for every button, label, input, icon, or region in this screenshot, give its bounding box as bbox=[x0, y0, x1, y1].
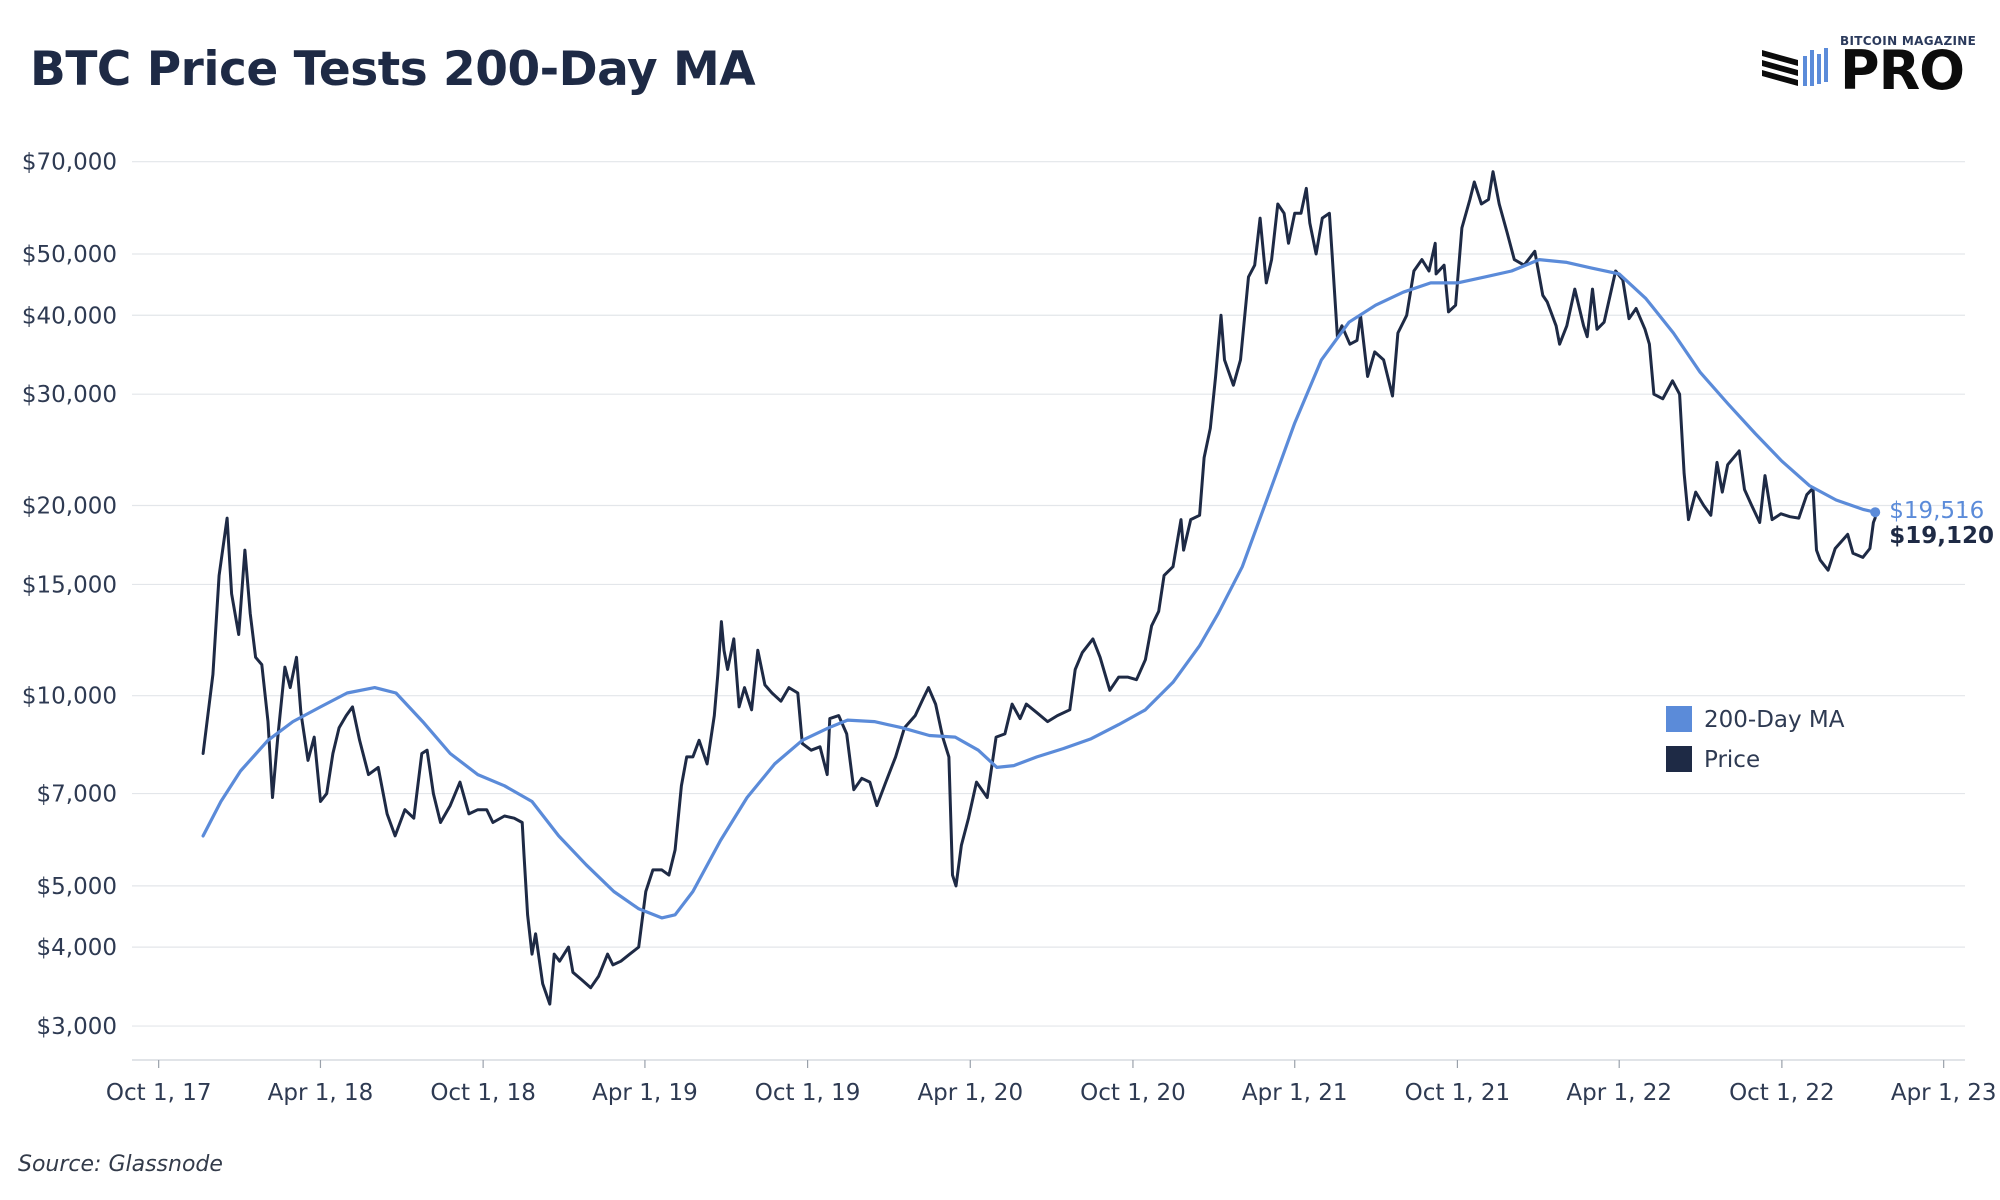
page-title: BTC Price Tests 200-Day MA bbox=[30, 42, 756, 97]
x-tick-label: Oct 1, 18 bbox=[430, 1080, 536, 1106]
legend-swatch bbox=[1666, 746, 1692, 772]
y-tick-label: $15,000 bbox=[22, 572, 117, 598]
y-tick-label: $4,000 bbox=[37, 935, 117, 961]
x-tick-label: Apr 1, 23 bbox=[1891, 1080, 1997, 1106]
y-tick-label: $40,000 bbox=[22, 303, 117, 329]
bitcoin-magazine-logo-icon bbox=[1762, 48, 1828, 86]
y-tick-label: $3,000 bbox=[37, 1014, 117, 1040]
y-tick-label: $7,000 bbox=[37, 782, 117, 808]
ma-series-line bbox=[201, 258, 1877, 920]
brand-logo: BITCOIN MAGAZINE PRO bbox=[1762, 34, 1988, 104]
btc-price-chart: $70,000 $50,000 $40,000 $30,000 $20,000 $15,0… bbox=[22, 150, 1997, 1106]
x-tick-label: Apr 1, 18 bbox=[268, 1080, 374, 1106]
x-tick-label: Apr 1, 21 bbox=[1242, 1080, 1348, 1106]
y-tick-label: $70,000 bbox=[22, 150, 117, 176]
legend-label: Price bbox=[1704, 747, 1760, 773]
ma-end-label: $19,516 bbox=[1889, 498, 1984, 524]
ma-end-marker bbox=[1870, 507, 1881, 518]
y-tick-label: $30,000 bbox=[22, 382, 117, 408]
legend-label: 200-Day MA bbox=[1704, 707, 1845, 733]
y-tick-label: $10,000 bbox=[22, 684, 117, 710]
x-tick-label: Oct 1, 20 bbox=[1080, 1080, 1186, 1106]
axes: $70,000 $50,000 $40,000 $30,000 $20,000 $15,0… bbox=[22, 150, 1997, 1106]
end-labels: $19,516$19,120 bbox=[1870, 498, 1994, 549]
grid-lines bbox=[132, 161, 1965, 1027]
x-tick-label: Apr 1, 20 bbox=[917, 1080, 1023, 1106]
brand-top-text: BITCOIN MAGAZINE bbox=[1840, 34, 1977, 48]
source-note: Source: Glassnode bbox=[18, 1152, 223, 1177]
y-tick-label: $50,000 bbox=[22, 242, 117, 268]
price-series-line bbox=[201, 170, 1877, 1006]
x-tick-label: Apr 1, 19 bbox=[592, 1080, 698, 1106]
legend-swatch bbox=[1666, 706, 1692, 732]
y-tick-label: $20,000 bbox=[22, 493, 117, 519]
x-tick-label: Oct 1, 21 bbox=[1405, 1080, 1511, 1106]
legend: 200-Day MA Price bbox=[1666, 706, 1845, 773]
series-lines bbox=[201, 170, 1877, 1006]
price-end-label: $19,120 bbox=[1889, 523, 1994, 549]
x-tick-label: Oct 1, 17 bbox=[106, 1080, 212, 1106]
y-tick-label: $5,000 bbox=[37, 874, 117, 900]
x-tick-label: Oct 1, 22 bbox=[1729, 1080, 1835, 1106]
x-tick-label: Apr 1, 22 bbox=[1566, 1080, 1672, 1106]
brand-main-text: PRO bbox=[1840, 39, 1965, 102]
x-tick-label: Oct 1, 19 bbox=[755, 1080, 861, 1106]
